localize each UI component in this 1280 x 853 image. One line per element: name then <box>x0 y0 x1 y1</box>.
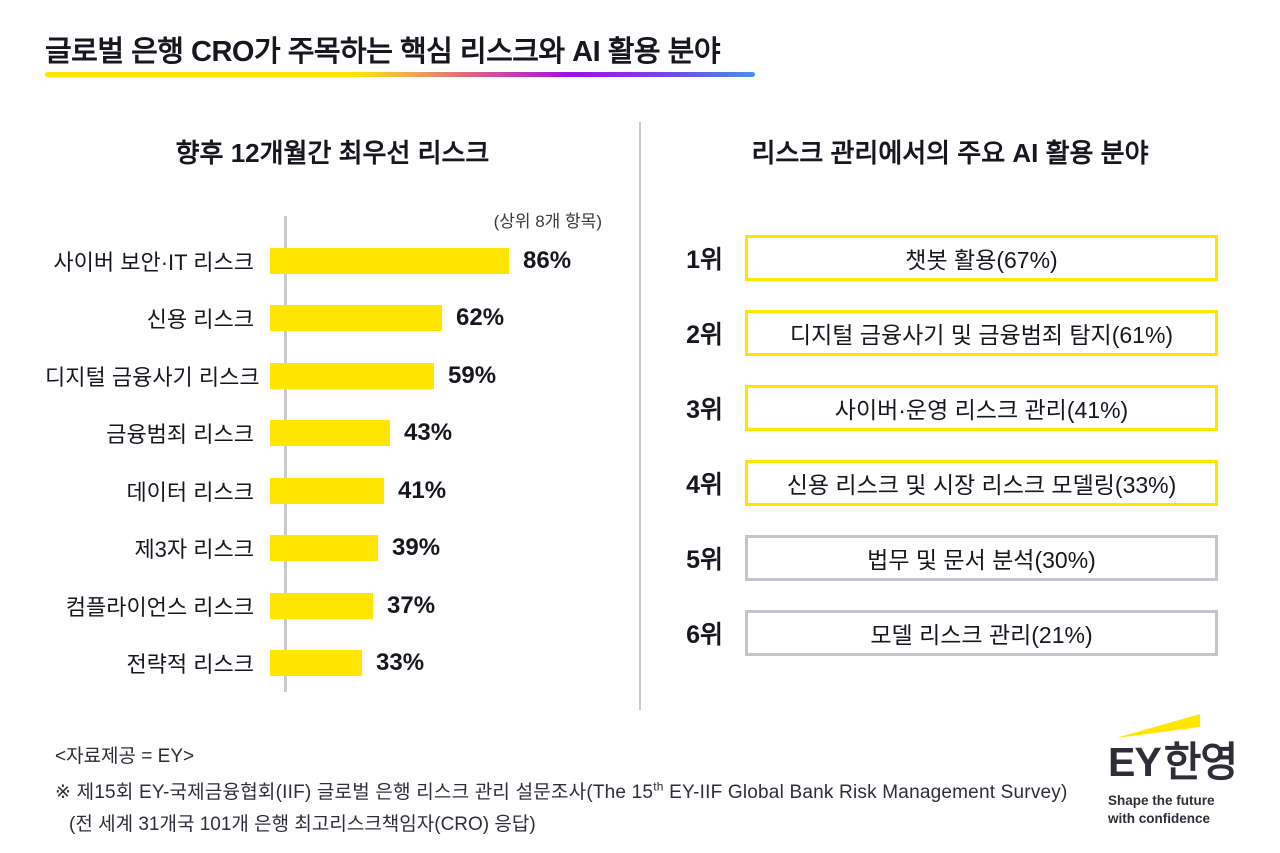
rank-label: 6위 <box>686 621 723 649</box>
logo-wordmark: EY한영 <box>1108 739 1238 785</box>
bar-category-label: 데이터 리스크 <box>126 479 254 505</box>
bar <box>270 535 378 562</box>
source-credit: <자료제공 = EY> <box>55 746 195 767</box>
footer-source-block: <자료제공 = EY> ※ 제15회 EY-국제금융협회(IIF) 글로벌 은행… <box>55 741 1068 836</box>
bar-row: 금융범죄 리스크 43% <box>45 405 620 463</box>
rank-box: 모델 리스크 관리(21%) <box>745 610 1218 656</box>
bar <box>270 650 362 677</box>
bar-row: 전략적 리스크 33% <box>45 635 620 693</box>
rank-row: 6위 모델 리스크 관리(21%) <box>660 610 1218 656</box>
bar-category-label: 금융범죄 리스크 <box>106 422 254 448</box>
rank-row: 5위 법무 및 문서 분석(30%) <box>660 535 1218 581</box>
bar-row: 신용 리스크 62% <box>45 290 620 348</box>
right-list-title: 리스크 관리에서의 주요 AI 활용 분야 <box>751 138 1149 168</box>
rank-label: 1위 <box>686 246 723 274</box>
left-chart-title: 향후 12개월간 최우선 리스크 <box>175 138 490 168</box>
respondents-note: (전 세계 31개국 101개 은행 최고리스크책임자(CRO) 응답) <box>69 814 536 835</box>
bar <box>270 477 384 504</box>
rank-row: 2위 디지털 금융사기 및 금융범죄 탐지(61%) <box>660 310 1218 356</box>
rank-row: 1위 챗봇 활용(67%) <box>660 235 1218 281</box>
bar-category-label: 신용 리스크 <box>146 307 254 333</box>
rank-row: 4위 신용 리스크 및 시장 리스크 모델링(33%) <box>660 460 1218 506</box>
bar-category-label: 사이버 보안·IT 리스크 <box>53 249 254 275</box>
bar-category-label: 제3자 리스크 <box>134 537 254 563</box>
bar-value-label: 62% <box>456 304 505 332</box>
rank-label: 4위 <box>686 471 723 499</box>
rank-label: 2위 <box>686 321 723 349</box>
survey-note: ※ 제15회 EY-국제금융협회(IIF) 글로벌 은행 리스크 관리 설문조사… <box>55 779 1068 803</box>
rank-box: 디지털 금융사기 및 금융범죄 탐지(61%) <box>745 310 1218 356</box>
bar <box>270 420 390 447</box>
bar-row: 사이버 보안·IT 리스크 86% <box>45 232 620 290</box>
chart-axis-line <box>284 216 287 692</box>
left-chart-note: (상위 8개 항목) <box>493 212 602 231</box>
bar-value-label: 59% <box>448 361 497 389</box>
page-title: 글로벌 은행 CRO가 주목하는 핵심 리스크와 AI 활용 분야 <box>45 36 721 68</box>
title-gradient-underline <box>45 72 755 77</box>
bar-row: 디지털 금융사기 리스크 59% <box>45 347 620 405</box>
bar-value-label: 37% <box>387 591 436 619</box>
rank-list: 1위 챗봇 활용(67%) 2위 디지털 금융사기 및 금융범죄 탐지(61%)… <box>660 235 1218 685</box>
section-divider <box>639 122 641 710</box>
rank-box: 신용 리스크 및 시장 리스크 모델링(33%) <box>745 460 1218 506</box>
rank-box: 챗봇 활용(67%) <box>745 235 1218 281</box>
ey-hanyoung-logo: EY한영 Shape the future with confidence <box>1108 714 1273 828</box>
bar-value-label: 41% <box>398 476 447 504</box>
logo-tagline: Shape the future with confidence <box>1108 793 1215 827</box>
rank-box: 사이버·운영 리스크 관리(41%) <box>745 385 1218 431</box>
bar-value-label: 39% <box>392 534 441 562</box>
rank-box: 법무 및 문서 분석(30%) <box>745 535 1218 581</box>
bar-value-label: 43% <box>404 419 453 447</box>
bar-chart: 사이버 보안·IT 리스크 86% 신용 리스크 62% 디지털 금융사기 리스… <box>45 216 620 693</box>
bar-row: 제3자 리스크 39% <box>45 520 620 578</box>
bar <box>270 247 509 274</box>
bar-category-label: 전략적 리스크 <box>126 652 254 678</box>
bar <box>270 592 373 619</box>
rank-label: 3위 <box>686 396 723 424</box>
rank-label: 5위 <box>686 546 723 574</box>
bar-category-label: 디지털 금융사기 리스크 <box>45 364 260 390</box>
bar-category-label: 컴플라이언스 리스크 <box>65 594 254 620</box>
bar <box>270 362 434 389</box>
bar-row: 데이터 리스크 41% <box>45 462 620 520</box>
rank-row: 3위 사이버·운영 리스크 관리(41%) <box>660 385 1218 431</box>
ey-beam-icon <box>1116 714 1200 738</box>
bar <box>270 305 442 332</box>
bar-value-label: 33% <box>376 649 425 677</box>
bar-value-label: 86% <box>523 246 572 274</box>
bar-row: 컴플라이언스 리스크 37% <box>45 577 620 635</box>
